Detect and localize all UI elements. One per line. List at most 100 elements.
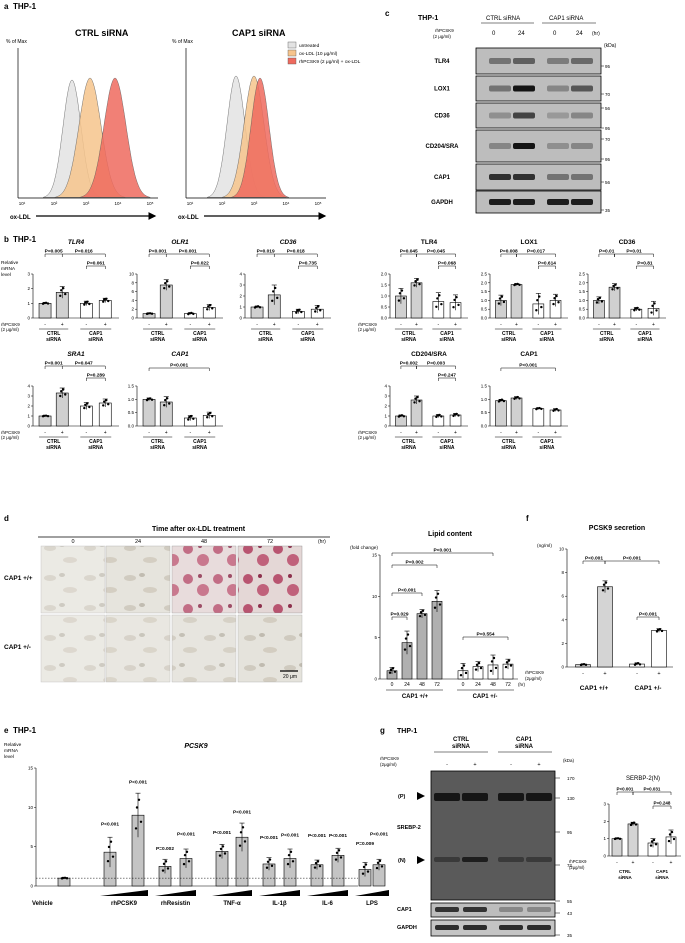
y-tick-label: 0 (131, 316, 134, 321)
data-point (135, 806, 139, 809)
bar (98, 300, 112, 319)
data-point (612, 284, 615, 288)
group-label: CAP1 (440, 439, 454, 445)
data-point (296, 309, 299, 312)
y-tick-label: 3 (239, 283, 242, 288)
data-point (239, 831, 243, 834)
group-label: siRNA (618, 875, 632, 880)
blot-band (571, 85, 593, 92)
microscopy-image (105, 545, 171, 614)
y-tick-label: 0 (561, 665, 564, 670)
data-point (670, 830, 674, 834)
data-point (404, 637, 408, 640)
significance-bracket (148, 367, 210, 371)
data-point (497, 302, 501, 305)
data-point (403, 648, 407, 651)
p-value: P=0.81 (637, 261, 653, 267)
histogram-2 (79, 77, 151, 198)
data-point (649, 844, 653, 847)
y-tick-label: 15 (372, 553, 378, 558)
blot-band (527, 907, 551, 912)
treatment-sign: - (616, 860, 618, 866)
significance-bracket (636, 265, 654, 269)
p-value: P<0.001 (433, 548, 451, 554)
y-axis-unit: (fold change) (350, 545, 378, 551)
bar (142, 313, 156, 319)
blot-band (513, 85, 535, 92)
data-point (400, 289, 404, 292)
data-point (459, 673, 463, 677)
group-label: CAP1 (89, 331, 103, 337)
treatment-sign: + (104, 430, 107, 436)
treatment-sign: - (500, 322, 502, 328)
data-point (107, 299, 110, 303)
significance-bracket (416, 365, 456, 369)
treatment-sign: + (61, 430, 64, 436)
blot-band (527, 925, 551, 930)
data-point (504, 665, 508, 669)
data-point (207, 413, 210, 416)
data-point (291, 860, 295, 863)
y-tick-label: 1.5 (128, 384, 135, 389)
significance-bracket (190, 265, 210, 269)
data-point (538, 295, 541, 298)
treatment-sign: + (554, 430, 557, 436)
p-value: P=0.016 (75, 249, 93, 255)
data-point (166, 280, 169, 283)
group-label: siRNA (192, 337, 207, 343)
y-tick-label: 6 (561, 594, 564, 599)
data-point (188, 312, 191, 315)
treatment-label: (2μg/ml) (569, 865, 585, 870)
treatment-sign: + (652, 322, 655, 328)
data-point (440, 302, 443, 306)
y-tick-label: 1 (27, 301, 30, 306)
blot-label: SREBP-2 (397, 825, 421, 831)
y-tick-label: 0.0 (128, 424, 135, 429)
group-label: siRNA (46, 445, 61, 451)
blot-band (513, 143, 535, 149)
y-tick-label: 8 (131, 280, 134, 285)
group-label: siRNA (439, 445, 454, 451)
blot-strip (430, 902, 556, 918)
data-point (535, 309, 538, 312)
p-value: P=0.009 (356, 841, 374, 847)
y-axis-label: % of Max (6, 39, 27, 45)
data-point (438, 603, 442, 606)
treatment-sign: - (297, 322, 299, 328)
bar (510, 397, 523, 427)
data-point (634, 662, 638, 665)
data-point (84, 301, 87, 304)
y-tick-label: 1.5 (481, 289, 488, 294)
treatment-label: (2μg/ml) (380, 762, 397, 767)
group-label: CTRL (402, 439, 415, 445)
data-point (192, 417, 195, 420)
marker-label: 130 (567, 796, 575, 801)
legend-swatch (287, 41, 297, 49)
data-point (457, 414, 460, 417)
blot-band (489, 112, 511, 119)
cell-line-label: THP-1 (13, 2, 37, 11)
data-point (150, 398, 154, 401)
treatment-sign: - (538, 322, 540, 328)
data-point (606, 587, 610, 590)
treatment-label: (2 μg/ml) (1, 327, 19, 332)
blot-band (513, 174, 535, 180)
data-point (553, 408, 556, 411)
hr-unit: (hr) (592, 31, 600, 37)
dose-wedge (212, 890, 252, 896)
y-tick-label: 1 (27, 414, 30, 419)
blot-band (462, 793, 488, 801)
data-point (498, 399, 502, 402)
data-point (139, 820, 143, 824)
p-value: P=0.002 (156, 846, 174, 852)
blot-band (547, 112, 569, 119)
treatment-sign: - (446, 762, 448, 768)
data-point (42, 301, 46, 305)
data-point (317, 305, 320, 308)
p-value: P=0.017 (527, 249, 545, 255)
data-point (418, 614, 422, 618)
marker-label: 56 (605, 180, 611, 185)
data-point (134, 827, 138, 830)
